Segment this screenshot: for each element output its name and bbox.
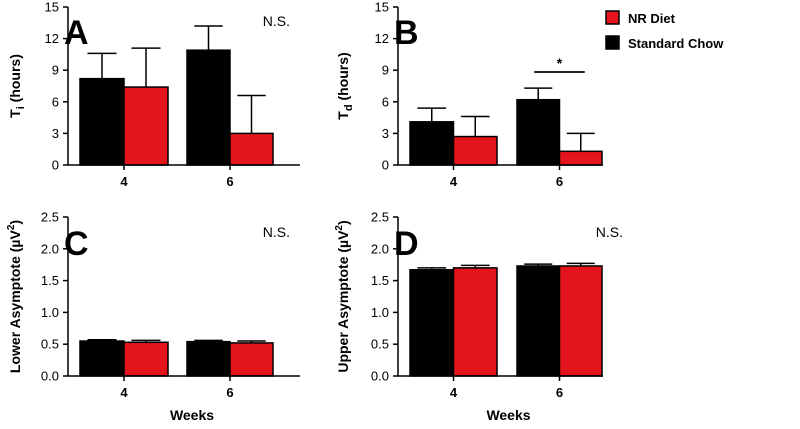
- bar: [409, 121, 455, 166]
- x-tick-label: 6: [556, 174, 563, 189]
- panel-label: D: [394, 225, 419, 263]
- y-tick-label: 0.5: [41, 337, 59, 352]
- y-tick-label: 0: [52, 158, 59, 173]
- significance-star: *: [557, 55, 563, 71]
- bar: [452, 267, 498, 377]
- y-axis-label: Lower Asymptote (µV2): [6, 220, 23, 373]
- bar: [452, 135, 498, 166]
- chart-panel-b: 4 6 0 3 6 9 12 15 Td (hours) B *: [335, 0, 603, 189]
- bar: [229, 132, 274, 166]
- y-tick-label: 1.5: [41, 273, 59, 288]
- x-tick-label: 6: [226, 385, 233, 400]
- significance-annotation: N.S.: [263, 13, 290, 29]
- y-tick-label: 0: [382, 158, 389, 173]
- y-tick-label: 0.5: [371, 337, 389, 352]
- x-tick-label: 4: [120, 174, 128, 189]
- significance-annotation: N.S.: [263, 224, 290, 240]
- legend-label-standard-chow: Standard Chow: [628, 36, 724, 51]
- y-tick-label: 9: [52, 63, 59, 78]
- y-tick-label: 2.0: [371, 241, 389, 256]
- bar: [123, 341, 169, 377]
- bar: [409, 269, 455, 377]
- y-axis-label: Upper Asymptote (µV2): [334, 220, 351, 372]
- x-axis-label: Weeks: [486, 407, 530, 423]
- legend-swatch-nr-diet: [605, 10, 620, 25]
- bar: [186, 340, 231, 377]
- y-tick-label: 12: [45, 31, 59, 46]
- x-tick-label: 4: [450, 174, 458, 189]
- y-tick-label: 9: [382, 63, 389, 78]
- x-tick-label: 4: [450, 385, 458, 400]
- y-tick-label: 0.0: [371, 369, 389, 384]
- legend-label-nr-diet: NR Diet: [628, 11, 676, 26]
- bar: [516, 98, 561, 166]
- y-tick-label: 3: [382, 126, 389, 141]
- bar: [79, 340, 125, 377]
- bar: [123, 86, 169, 166]
- y-tick-label: 2.5: [41, 210, 59, 225]
- y-tick-label: 6: [382, 94, 389, 109]
- legend-swatch-standard-chow: [605, 35, 620, 50]
- y-tick-label: 6: [52, 94, 59, 109]
- y-tick-label: 1.0: [371, 305, 389, 320]
- significance-annotation: N.S.: [596, 224, 623, 240]
- y-tick-label: 3: [52, 126, 59, 141]
- y-tick-label: 15: [45, 0, 59, 15]
- y-tick-label: 12: [375, 31, 389, 46]
- chart-panel-d: 4 6 0.0 0.5 1.0 1.5 2.0 2.5 Upper Asymptote (µV2…: [334, 210, 623, 424]
- x-tick-label: 6: [556, 385, 563, 400]
- panel-label: C: [64, 225, 89, 263]
- y-tick-label: 2.5: [371, 210, 389, 225]
- y-tick-label: 0.0: [41, 369, 59, 384]
- x-tick-label: 4: [120, 385, 128, 400]
- y-axis-label: Td (hours): [335, 52, 355, 119]
- legend: NR Diet Standard Chow: [605, 10, 724, 51]
- chart-panel-c: 4 6 0.0 0.5 1.0 1.5 2.0 2.5 Lower Asymptote (µV2…: [6, 210, 300, 423]
- panel-label: B: [394, 14, 419, 52]
- y-tick-label: 1.0: [41, 305, 59, 320]
- bar: [558, 265, 603, 377]
- bar: [186, 49, 231, 166]
- x-axis-label: Weeks: [170, 407, 214, 423]
- bar: [229, 342, 274, 377]
- bar: [558, 150, 603, 166]
- y-axis-label: Ti (hours): [7, 54, 27, 118]
- x-tick-label: 6: [226, 174, 233, 189]
- panel-label: A: [64, 14, 89, 52]
- chart-panel-a: 4 6 0 3 6 9 12 15 Ti (hours) A N.S.: [7, 0, 300, 189]
- y-tick-label: 1.5: [371, 273, 389, 288]
- bar: [79, 77, 125, 166]
- y-tick-label: 15: [375, 0, 389, 15]
- y-tick-label: 2.0: [41, 241, 59, 256]
- bar: [516, 265, 561, 377]
